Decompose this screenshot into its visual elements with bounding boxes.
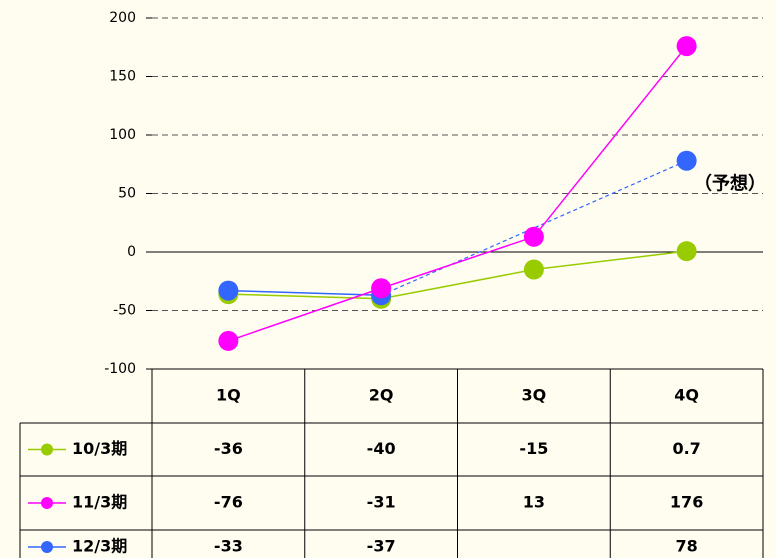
marker	[676, 150, 697, 171]
y-tick-label: 100	[109, 127, 136, 143]
legend-marker	[41, 541, 53, 553]
table-value: -36	[214, 439, 243, 458]
table-value: 78	[675, 537, 697, 556]
x-tick-label: 1Q	[216, 386, 241, 405]
x-tick-label: 2Q	[369, 386, 394, 405]
table-value: 13	[523, 493, 545, 512]
y-tick-label: -100	[104, 361, 136, 377]
series-line	[228, 250, 687, 300]
legend-label: 12/3期	[72, 537, 127, 556]
series-line	[228, 45, 688, 342]
y-tick-label: 200	[109, 10, 136, 26]
marker	[523, 226, 544, 247]
table-value: -76	[214, 493, 243, 512]
table-value: -31	[367, 493, 396, 512]
y-tick-label: 50	[118, 186, 136, 202]
marker	[676, 241, 697, 262]
table-value: 176	[670, 493, 703, 512]
table-value: 0.7	[672, 439, 700, 458]
table-value: -40	[367, 439, 396, 458]
legend-label: 10/3期	[72, 439, 127, 458]
marker	[371, 278, 392, 299]
marker	[523, 259, 544, 280]
legend-marker	[41, 443, 53, 456]
legend-label: 11/3期	[72, 493, 127, 512]
table-value: -37	[367, 537, 396, 556]
x-tick-label: 3Q	[522, 386, 547, 405]
series-line	[228, 289, 382, 297]
legend-marker	[41, 497, 53, 509]
marker	[218, 280, 239, 301]
table-value: -15	[519, 439, 548, 458]
y-tick-label: 0	[127, 244, 136, 260]
y-tick-label: 150	[109, 69, 136, 85]
marker	[676, 36, 697, 57]
table-value: -33	[214, 537, 243, 556]
annotation: （予想）	[694, 173, 766, 195]
y-tick-label: -50	[113, 303, 136, 319]
marker	[218, 330, 239, 351]
x-tick-label: 4Q	[674, 386, 699, 405]
